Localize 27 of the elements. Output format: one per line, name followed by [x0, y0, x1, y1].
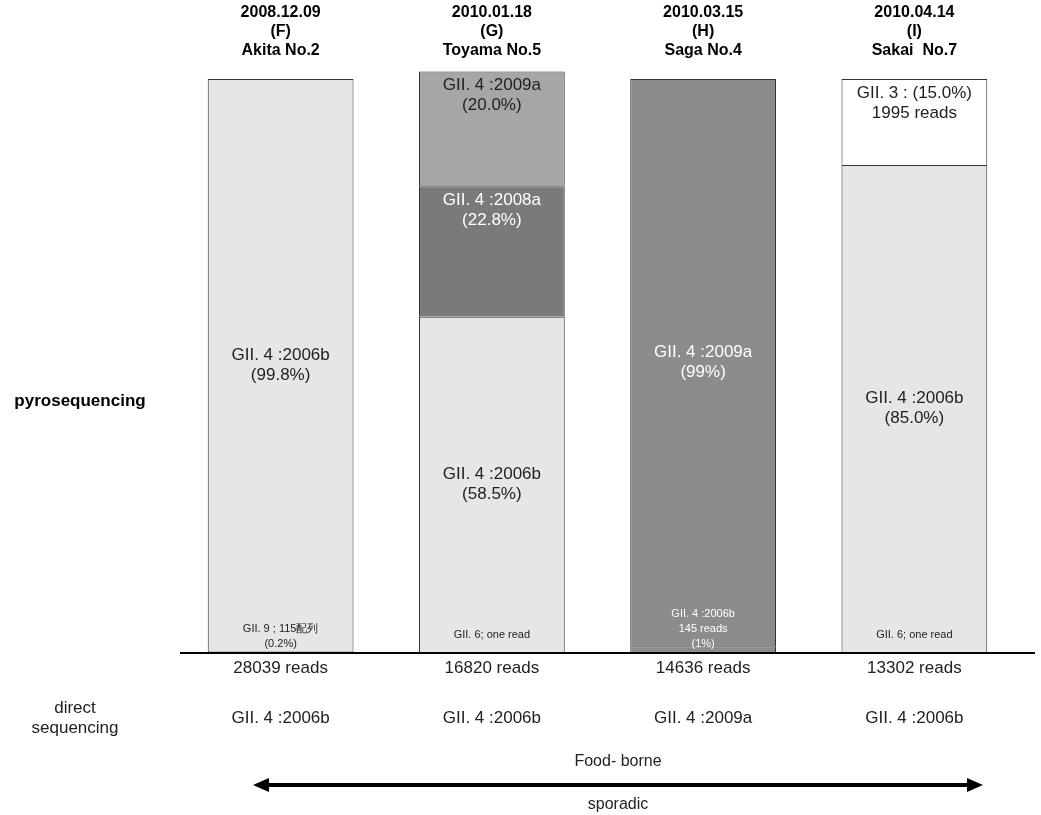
- annotation: GII. 6; one read: [876, 628, 953, 641]
- text: GII. 4 :2006b: [442, 707, 542, 727]
- text: Food- borne: [574, 752, 662, 770]
- data-label: GII. 3 : (15.0%) 1995 reads: [856, 82, 973, 122]
- y-axis-title: pyrosequencing: [14, 391, 146, 411]
- data-label: GII. 4 :2009a (20.0%): [442, 75, 542, 115]
- data-label: GII. 4 :2006b 145 reads (1%): [671, 607, 735, 650]
- text: sporadic: [587, 795, 649, 813]
- x-tick-label: 2010.04.14 (I) Sakai No.7: [871, 3, 958, 59]
- text: 14636 reads: [655, 657, 751, 677]
- text: GII. 4 :2009a: [653, 707, 753, 727]
- x-tick-label: 2010.03.15 (H) Saga No.4: [663, 3, 744, 59]
- data-label: GII. 9 ; 115配列 (0.2%): [242, 622, 319, 650]
- text: 28039 reads: [233, 657, 328, 677]
- text: GII. 4 :2006b: [231, 707, 330, 727]
- data-label: GII. 4 :2006b (85.0%): [865, 388, 964, 428]
- text: GII. 4 :2006b: [865, 707, 964, 727]
- text: 13302 reads: [867, 657, 962, 677]
- data-label: GII. 4 :2006b (58.5%): [442, 464, 542, 504]
- x-tick-label: 2010.01.18 (G) Toyama No.5: [442, 3, 542, 59]
- data-label: GII. 4 :2009a (99%): [653, 342, 753, 382]
- text: direct sequencing: [31, 697, 119, 737]
- x-tick-label: 2008.12.09 (F) Akita No.2: [240, 3, 321, 59]
- data-label: GII. 4 :2006b (99.8%): [231, 344, 330, 384]
- text: 16820 reads: [444, 657, 540, 677]
- annotation: GII. 6; one read: [453, 628, 531, 641]
- data-label: GII. 4 :2008a (22.8%): [442, 189, 542, 229]
